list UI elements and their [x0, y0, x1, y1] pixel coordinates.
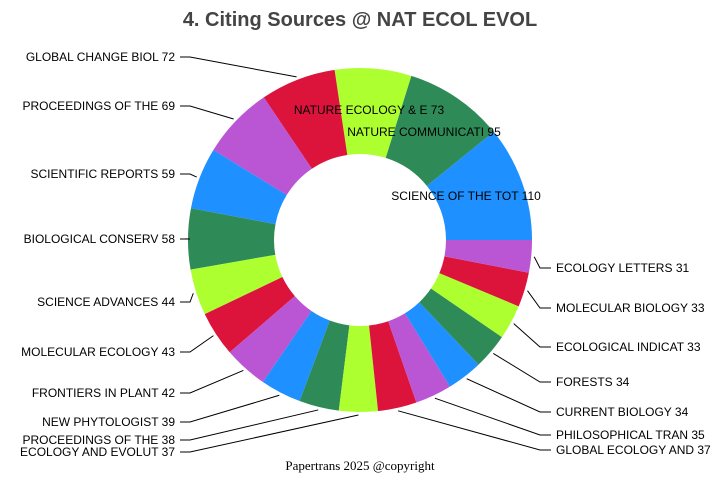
- leader-line: [180, 414, 359, 453]
- leader-line: [180, 105, 234, 120]
- slice-label: FRONTIERS IN PLANT 42: [32, 386, 175, 400]
- leader-line: [180, 56, 297, 78]
- leader-line: [180, 394, 280, 423]
- slice-19: [444, 240, 532, 273]
- leader-line: [180, 173, 197, 178]
- slice-label: FORESTS 34: [556, 375, 630, 389]
- slices: [188, 68, 532, 412]
- slice-16: [419, 288, 502, 365]
- slice-12: [338, 325, 379, 412]
- slice-label: NEW PHYTOLOGIST 39: [42, 415, 175, 429]
- leader-line: [180, 335, 214, 353]
- slice-8: [204, 277, 295, 353]
- slice-9: [229, 296, 312, 382]
- slice-2: [334, 68, 412, 158]
- slice-label: PROCEEDINGS OF THE 38: [23, 433, 176, 447]
- leader-line: [527, 290, 551, 309]
- chart-title: 4. Citing Sources @ NAT ECOL EVOL: [183, 9, 537, 31]
- leader-line: [493, 352, 551, 383]
- slice-14: [388, 313, 450, 403]
- footer-copyright: Papertrans 2025 @copyright: [285, 458, 435, 473]
- slice-5: [190, 150, 287, 225]
- slice-label: GLOBAL CHANGE BIOL 72: [26, 50, 175, 64]
- slice-label: ECOLOGICAL INDICAT 33: [556, 340, 701, 354]
- slice-15: [404, 302, 479, 387]
- slice-label: PROCEEDINGS OF THE 69: [23, 99, 176, 113]
- slice-label: PHILOSOPHICAL TRAN 35: [556, 428, 705, 442]
- slice-7: [190, 254, 283, 315]
- slice-label: SCIENCE ADVANCES 44: [37, 295, 175, 309]
- slice-18: [439, 256, 529, 307]
- slice-17: [430, 273, 519, 338]
- slice-label: MOLECULAR ECOLOGY 43: [21, 345, 175, 359]
- slice-label: GLOBAL ECOLOGY AND 37: [556, 443, 711, 457]
- slice-13: [369, 321, 417, 412]
- slice-label: NATURE COMMUNICATI 95: [347, 125, 501, 139]
- slice-4: [213, 97, 312, 196]
- leader-line: [397, 410, 551, 451]
- slice-3: [263, 69, 348, 169]
- slice-label: SCIENTIFIC REPORTS 59: [31, 167, 176, 181]
- slice-0: [426, 131, 532, 240]
- slice-label: SCIENCE OF THE TOT 110: [391, 189, 541, 203]
- slice-label: NATURE ECOLOGY & E 73: [294, 103, 445, 117]
- slice-10: [262, 310, 330, 402]
- slice-label: MOLECULAR BIOLOGY 33: [556, 301, 705, 315]
- leader-line: [513, 323, 551, 348]
- slice-label: ECOLOGY LETTERS 31: [556, 261, 689, 275]
- slice-label: BIOLOGICAL CONSERV 58: [24, 232, 176, 246]
- leader-line: [180, 409, 319, 441]
- slice-label: CURRENT BIOLOGY 34: [556, 405, 689, 419]
- slice-6: [188, 208, 276, 270]
- leader-line: [180, 293, 194, 303]
- slice-label: ECOLOGY AND EVOLUT 37: [20, 445, 175, 459]
- leader-line: [180, 369, 244, 394]
- slice-1: [385, 75, 494, 186]
- leader-line: [466, 378, 551, 413]
- leader-line: [434, 397, 551, 436]
- slice-labels: SCIENCE OF THE TOT 110 NATURE COMMUNICATI…: [20, 50, 711, 459]
- leader-line: [533, 256, 551, 269]
- slice-11: [299, 320, 350, 411]
